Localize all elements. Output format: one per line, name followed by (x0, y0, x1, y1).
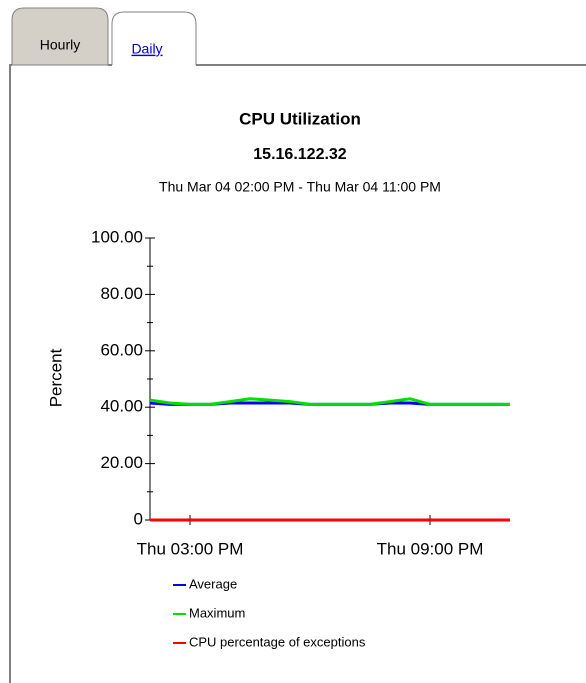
x-tick-label: Thu 03:00 PM (137, 539, 244, 558)
tab-label[interactable]: Hourly (40, 37, 80, 53)
legend-label: Maximum (189, 605, 245, 620)
series-line (149, 397, 510, 406)
tab-link[interactable]: Daily (131, 41, 162, 57)
y-tick-label: 40.00 (100, 397, 143, 416)
chart-title: CPU Utilization (239, 109, 361, 128)
y-tick-label: 100.00 (91, 227, 143, 246)
y-tick-label: 60.00 (100, 340, 143, 359)
time-range: Thu Mar 04 02:00 PM - Thu Mar 04 11:00 P… (159, 179, 441, 195)
x-tick-label: Thu 09:00 PM (377, 539, 484, 558)
tab-active[interactable] (11, 7, 109, 66)
y-tick-label: 0 (134, 509, 143, 528)
tab-inactive[interactable] (111, 11, 197, 65)
legend-label: Average (189, 576, 237, 591)
panel-border (9, 64, 586, 683)
chart-subtitle: 15.16.122.32 (253, 146, 347, 163)
y-tick-label: 20.00 (100, 453, 143, 472)
y-axis-label: Percent (46, 348, 65, 407)
y-tick-label: 80.00 (100, 284, 143, 303)
legend-label: CPU percentage of exceptions (189, 634, 366, 649)
